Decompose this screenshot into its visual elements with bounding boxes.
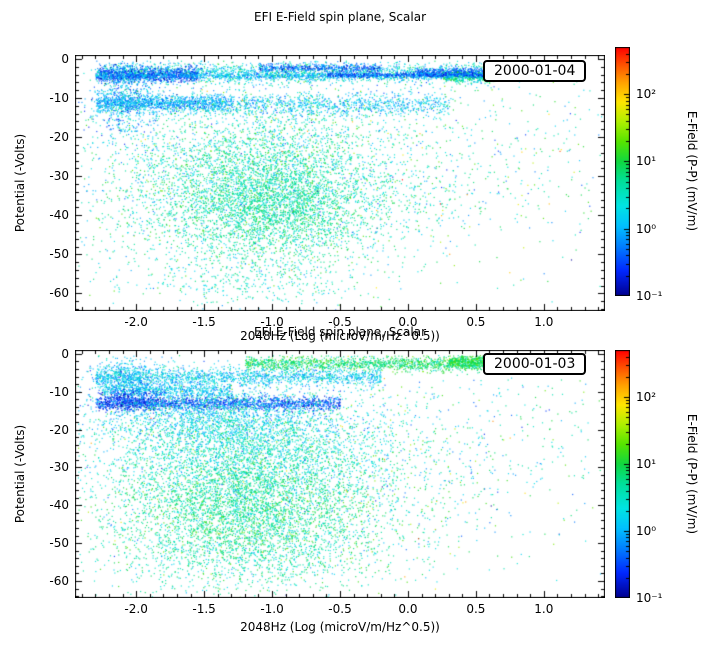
- y-tick-label: -60: [49, 286, 69, 301]
- bottom-scatter-canvas: [75, 350, 605, 598]
- y-tick-label: -10: [49, 384, 69, 399]
- colorbar-tick-label: 10¹: [636, 456, 657, 471]
- bottom-colorbar: [615, 350, 630, 598]
- top-panel-title: EFI E-Field spin plane, Scalar: [254, 10, 426, 24]
- colorbar-tick-label: 10¹: [636, 154, 657, 169]
- y-tick-label: -20: [49, 130, 69, 145]
- y-tick-label: -30: [49, 169, 69, 184]
- top-panel-yaxis-label: Potential (-Volts): [13, 133, 27, 233]
- x-tick-label: 0.0: [398, 602, 418, 616]
- top-date-badge: 2000-01-04: [483, 60, 587, 82]
- bottom-panel-yaxis-label: Potential (-Volts): [13, 424, 27, 524]
- x-tick-label: -1.5: [192, 602, 216, 616]
- y-tick-label: -30: [49, 460, 69, 475]
- y-tick-label: -10: [49, 90, 69, 105]
- top-scatter-canvas: [75, 55, 605, 311]
- colorbar-tick-label: 10⁻¹: [636, 289, 663, 303]
- y-tick-label: -40: [49, 498, 69, 513]
- y-tick-label: -40: [49, 208, 69, 223]
- colorbar-tick-label: 10²: [636, 87, 657, 102]
- top-colorbar: [615, 47, 630, 296]
- colorbar-tick-label: 10⁰: [636, 523, 657, 538]
- bottom-date-badge: 2000-01-03: [483, 353, 587, 375]
- y-tick-label: -50: [49, 536, 69, 551]
- bottom-colorbar-label: E-Field (P-P) (mV/m): [685, 413, 699, 535]
- top-colorbar-label: E-Field (P-P) (mV/m): [685, 110, 699, 232]
- colorbar-tick-label: 10²: [636, 389, 657, 404]
- bottom-panel-title: EFI E-Field spin plane, Scalar: [254, 325, 426, 339]
- x-tick-label: -0.5: [328, 602, 352, 616]
- y-tick-label: 0: [61, 51, 69, 66]
- y-tick-label: -50: [49, 247, 69, 262]
- y-tick-label: -60: [49, 573, 69, 588]
- y-tick-label: -20: [49, 422, 69, 437]
- colorbar-tick-label: 10⁰: [636, 221, 657, 236]
- colorbar-tick-label: 10⁻¹: [636, 591, 663, 605]
- x-tick-label: -2.0: [124, 602, 148, 616]
- top-panel-xaxis-label: 2048Hz (Log (microV/m/Hz^0.5)): [240, 329, 440, 343]
- y-tick-label: 0: [61, 346, 69, 361]
- x-tick-label: -1.0: [260, 602, 284, 616]
- x-tick-label: 0.5: [466, 602, 486, 616]
- bottom-panel-xaxis-label: 2048Hz (Log (microV/m/Hz^0.5)): [240, 620, 440, 634]
- x-tick-label: 1.0: [534, 602, 554, 616]
